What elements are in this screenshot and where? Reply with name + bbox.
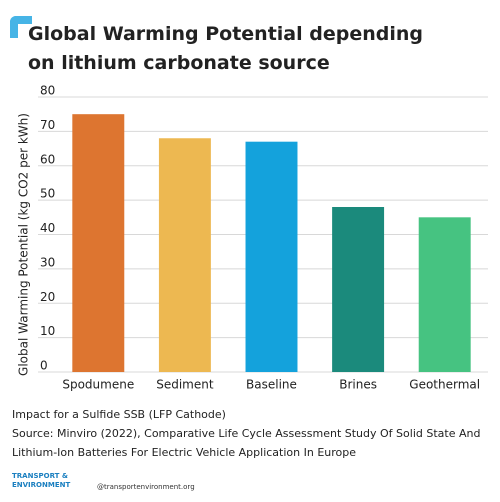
y-tick-label: 50 bbox=[40, 187, 55, 201]
logo-icon bbox=[10, 16, 32, 38]
y-tick-label: 70 bbox=[40, 118, 55, 132]
y-tick-label: 20 bbox=[40, 290, 55, 304]
y-tick-label: 10 bbox=[40, 324, 55, 338]
chart: 0 10 20 30 40 50 60 70 80 Global Warming Potentia… bbox=[17, 85, 488, 392]
y-tick-label: 30 bbox=[40, 255, 55, 269]
brand-line: ENVIRONMENT bbox=[12, 481, 71, 489]
bar bbox=[72, 114, 125, 372]
x-tick-label: Spodumene bbox=[62, 378, 134, 392]
source: Source: Minviro (2022), Comparative Life… bbox=[12, 427, 481, 459]
bar bbox=[245, 141, 298, 372]
chart-title: Global Warming Potential depending on li… bbox=[28, 23, 423, 74]
bar bbox=[418, 217, 471, 372]
bar bbox=[158, 138, 211, 372]
x-tick-label: Brines bbox=[339, 378, 377, 392]
x-tick-label: Sediment bbox=[156, 378, 214, 392]
note: Impact for a Sulfide SSB (LFP Cathode) bbox=[12, 408, 226, 421]
bar bbox=[332, 207, 385, 372]
y-axis-label: Global Warming Potential (kg CO2 per kWh… bbox=[17, 113, 31, 376]
handle: @transportenvironment.org bbox=[97, 483, 195, 491]
x-tick-label: Baseline bbox=[246, 378, 297, 392]
y-tick-label: 60 bbox=[40, 152, 55, 166]
brand-line: TRANSPORT & bbox=[12, 472, 68, 480]
y-tick-label: 80 bbox=[40, 85, 55, 98]
y-tick-label: 40 bbox=[40, 221, 55, 235]
x-tick-label: Geothermal bbox=[409, 378, 480, 392]
brand: TRANSPORT & ENVIRONMENT bbox=[12, 472, 70, 490]
notes: Impact for a Sulfide SSB (LFP Cathode) S… bbox=[12, 405, 482, 462]
y-tick-label: 0 bbox=[40, 359, 48, 373]
